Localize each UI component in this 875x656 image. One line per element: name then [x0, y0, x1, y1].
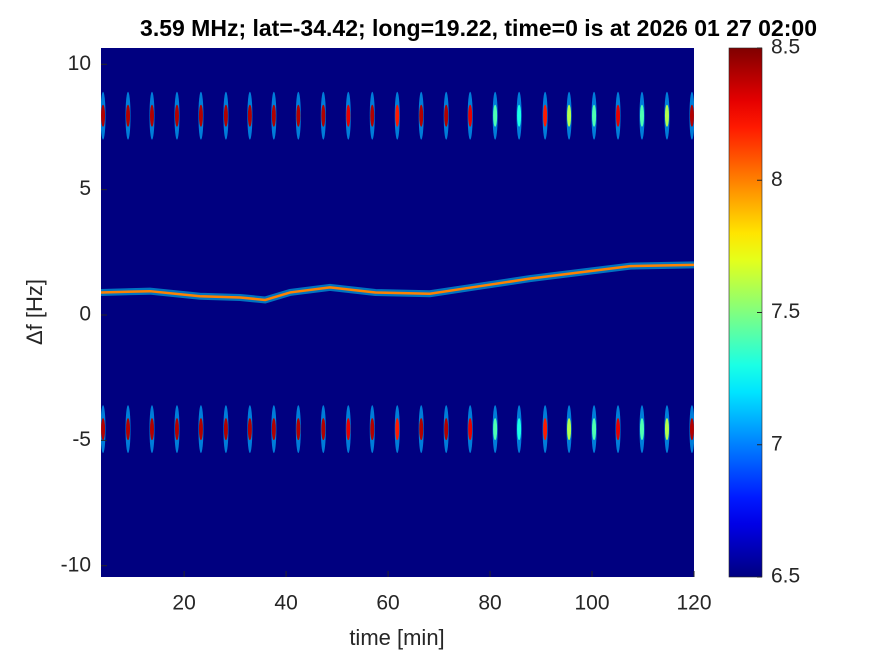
streak	[395, 418, 400, 441]
streak	[616, 104, 621, 127]
streak	[689, 418, 694, 441]
streak	[517, 418, 522, 441]
streak	[639, 418, 644, 441]
colorbar-tick-label: 8.5	[771, 36, 800, 59]
streak	[149, 104, 154, 127]
streak	[271, 418, 276, 441]
streak	[517, 104, 522, 127]
streak	[247, 104, 252, 127]
colorbar-tick-label: 7	[771, 432, 783, 455]
y-tick-label: -5	[72, 428, 91, 451]
x-axis-label: time [min]	[349, 625, 444, 650]
streak	[592, 418, 597, 441]
x-tick-label: 120	[676, 592, 711, 615]
streak	[689, 104, 694, 127]
streak	[126, 104, 131, 127]
streak	[468, 104, 473, 127]
streak	[101, 104, 106, 127]
streak	[664, 104, 669, 127]
x-tick-label: 60	[376, 592, 399, 615]
x-tick-label: 20	[172, 592, 195, 615]
streak	[296, 418, 301, 441]
plot-area	[101, 48, 694, 577]
streak	[616, 418, 621, 441]
y-tick-label: 5	[79, 177, 91, 200]
streak	[321, 418, 326, 441]
streak	[271, 104, 276, 127]
streak	[567, 418, 572, 441]
streak	[543, 104, 548, 127]
streak	[468, 418, 473, 441]
y-tick-label: -10	[61, 553, 91, 576]
x-tick-label: 80	[478, 592, 501, 615]
trace	[101, 263, 694, 302]
chart-title: 3.59 MHz; lat=-34.42; long=19.22, time=0…	[140, 15, 817, 41]
y-tick-label: 10	[68, 52, 91, 75]
colorbar-tick-label: 6.5	[771, 565, 800, 588]
streak	[296, 104, 301, 127]
streak	[346, 418, 351, 441]
streak	[664, 418, 669, 441]
streak	[639, 104, 644, 127]
streak	[419, 418, 424, 441]
streak	[126, 418, 131, 441]
streak	[592, 104, 597, 127]
streak	[174, 104, 179, 127]
colorbar-tick-label: 8	[771, 168, 783, 191]
streak	[198, 104, 203, 127]
streak	[101, 418, 106, 441]
streak	[543, 418, 548, 441]
streak	[419, 104, 424, 127]
streak	[223, 418, 228, 441]
streak	[247, 418, 252, 441]
streak	[493, 104, 498, 127]
colorbar	[728, 47, 763, 578]
streak	[149, 418, 154, 441]
streak	[223, 104, 228, 127]
streak	[444, 104, 449, 127]
streak	[567, 104, 572, 127]
streak	[493, 418, 498, 441]
x-tick-label: 100	[574, 592, 609, 615]
streak	[198, 418, 203, 441]
streak	[370, 418, 375, 441]
streak	[321, 104, 326, 127]
y-axis-label: Δf [Hz]	[22, 279, 47, 345]
streak	[346, 104, 351, 127]
streak	[444, 418, 449, 441]
colorbar-tick-label: 7.5	[771, 300, 800, 323]
x-tick-label: 40	[274, 592, 297, 615]
streak	[370, 104, 375, 127]
streak	[174, 418, 179, 441]
streak	[395, 104, 400, 127]
y-tick-label: 0	[79, 303, 91, 326]
